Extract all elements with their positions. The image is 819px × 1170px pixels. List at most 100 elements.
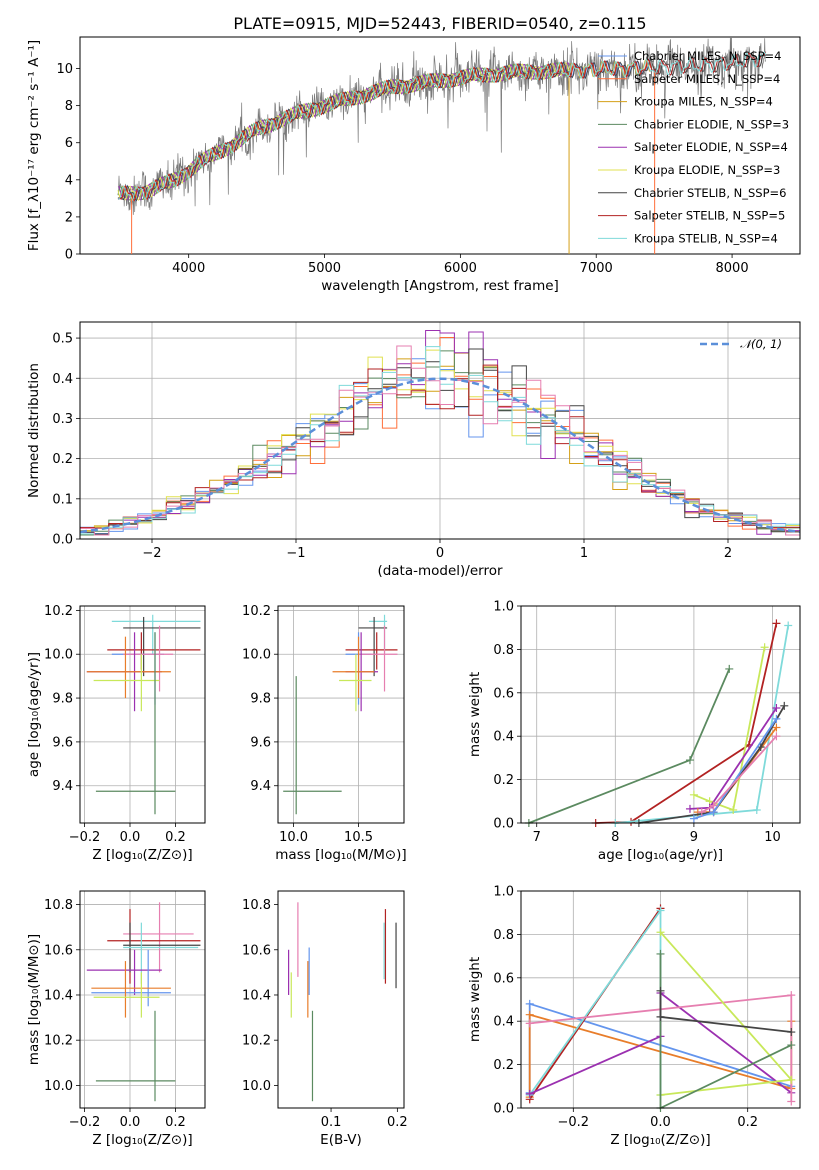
- y-tick-label: 0.8: [493, 643, 514, 658]
- series-marker: [656, 1012, 665, 1021]
- massweight-vs-metallicity-panel: −0.2 0.0 0.2 0.0 0.2 0.4 0.6 0.8 1.0 Z [log₁₀(Z/Z…: [467, 885, 801, 1148]
- y-tick-label: 0.4: [52, 372, 73, 387]
- series-marker: [656, 928, 665, 937]
- x-axis-label: age [log₁₀(age/yr)]: [598, 847, 723, 863]
- age-vs-metallicity-panel: −0.2 0.0 0.2 9.4 9.6 9.8 10.0 10.2 Z [log₁₀(Z/Z⊙…: [26, 604, 206, 863]
- series-marker: [725, 664, 734, 673]
- y-tick-label: 9.6: [250, 735, 271, 750]
- legend-label-chabrier-elodie: Chabrier ELODIE, N_SSP=3: [634, 117, 789, 131]
- legend-label-chabrier-miles: Chabrier MILES, N_SSP=4: [634, 49, 781, 63]
- age-vs-mass-panel: 10.0 10.5 9.4 9.6 9.8 10.0 10.2 mass [log₁₀(M/M…: [242, 604, 407, 863]
- series-line: [528, 668, 731, 824]
- x-tick-label: 0.2: [387, 1115, 408, 1130]
- series-marker: [656, 986, 665, 995]
- y-tick-label: 10.6: [242, 943, 271, 958]
- series-marker: [787, 1075, 796, 1084]
- y-tick-label: 0.0: [493, 1102, 514, 1117]
- x-tick-label: −2: [142, 546, 161, 561]
- y-tick-label: 1.0: [493, 885, 514, 900]
- x-axis-label: Z [log₁₀(Z/Z⊙)]: [610, 1132, 710, 1148]
- y-tick-label: 0.3: [52, 412, 73, 427]
- y-tick-label: 10.2: [242, 604, 271, 619]
- y-tick-label: 10: [56, 62, 73, 77]
- y-tick-label: 0.0: [52, 533, 73, 548]
- x-axis-label: mass [log₁₀(M/M⊙)]: [275, 847, 406, 863]
- histogram-step-line: [80, 345, 800, 536]
- y-tick-label: 0: [65, 248, 73, 263]
- series-marker: [780, 701, 789, 710]
- x-tick-label: −0.2: [69, 830, 101, 845]
- y-axis-label: Normed distribution: [26, 363, 42, 498]
- series-marker: [729, 805, 738, 814]
- spectrum-model-line: [117, 51, 767, 202]
- x-tick-label: 10.5: [344, 830, 373, 845]
- y-tick-label: 10.8: [242, 898, 271, 913]
- axes-frame: [79, 321, 801, 540]
- x-axis-label: E(B-V): [320, 1132, 362, 1148]
- legend-label-kroupa-elodie: Kroupa ELODIE, N_SSP=3: [634, 163, 780, 177]
- x-tick-label: 0: [436, 546, 444, 561]
- y-tick-label: 9.4: [250, 779, 271, 794]
- legend-label-chabrier-stelib: Chabrier STELIB, N_SSP=6: [634, 186, 786, 200]
- x-tick-label: −1: [286, 546, 305, 561]
- legend-label-salpeter-elodie: Salpeter ELODIE, N_SSP=4: [634, 140, 788, 154]
- y-tick-label: 9.8: [52, 692, 73, 707]
- x-tick-label: 0.2: [165, 1115, 186, 1130]
- y-tick-label: 0.1: [52, 492, 73, 507]
- series-marker: [525, 1010, 534, 1019]
- mass-vs-ebv-panel: 0.1 0.2 10.0 10.2 10.4 10.6 10.8 E(B-V): [242, 890, 408, 1148]
- x-tick-label: 1: [580, 546, 588, 561]
- series-marker: [656, 906, 665, 915]
- x-tick-label: 0.2: [737, 1115, 758, 1130]
- series-marker: [772, 703, 781, 712]
- spectrum-model-line: [117, 61, 570, 201]
- series-marker: [772, 723, 781, 732]
- x-tick-label: −0.2: [558, 1115, 590, 1130]
- histogram-step-line: [80, 346, 800, 536]
- y-tick-label: 10.2: [242, 1034, 271, 1049]
- x-tick-label: 0.0: [120, 1115, 141, 1130]
- x-tick-label: 8000: [716, 261, 749, 276]
- y-tick-label: 8: [65, 99, 73, 114]
- legend-label-kroupa-stelib: Kroupa STELIB, N_SSP=4: [634, 231, 778, 245]
- y-tick-label: 9.6: [52, 735, 73, 750]
- x-tick-label: 0.1: [321, 1115, 342, 1130]
- series-marker: [689, 814, 698, 823]
- y-tick-label: 0.2: [52, 452, 73, 467]
- axes-frame: [79, 36, 801, 255]
- series-line: [659, 953, 792, 1110]
- legend-label-kroupa-miles: Kroupa MILES, N_SSP=4: [634, 95, 773, 109]
- x-tick-label: 10.0: [279, 830, 308, 845]
- y-tick-label: 10.8: [44, 898, 73, 913]
- series-marker: [787, 991, 796, 1000]
- series-marker: [685, 804, 694, 813]
- y-tick-label: 0.6: [493, 971, 514, 986]
- y-axis-label: mass [log₁₀(M/M⊙)]: [26, 934, 42, 1065]
- y-axis-label: age [log₁₀(age/yr)]: [26, 652, 42, 777]
- y-tick-label: 10.0: [44, 1079, 73, 1094]
- spectrum-legend: Chabrier MILES, N_SSP=4 Salpeter MILES, N…: [598, 49, 789, 245]
- residuals-panel: −2 −1 0 1 2 0.0 0.1 0.2 0.3 0.4 0.5 𝒩(0, 1) (data-mo…: [26, 321, 801, 579]
- y-tick-label: 2: [65, 210, 73, 225]
- x-tick-label: 2: [724, 546, 732, 561]
- axes-frame: [277, 605, 405, 824]
- x-tick-label: −0.2: [69, 1115, 101, 1130]
- y-tick-label: 6: [65, 136, 73, 151]
- y-tick-label: 10.6: [44, 943, 73, 958]
- series-marker: [787, 1041, 796, 1050]
- x-axis-label: (data-model)/error: [377, 563, 503, 579]
- series-marker: [689, 790, 698, 799]
- y-tick-label: 10.2: [44, 1034, 73, 1049]
- y-axis-label: mass weight: [467, 672, 483, 757]
- y-tick-label: 0.2: [493, 773, 514, 788]
- series-marker: [787, 1097, 796, 1106]
- y-tick-label: 0.4: [493, 1015, 514, 1030]
- x-tick-label: 5000: [308, 261, 341, 276]
- legend-label-salpeter-stelib: Salpeter STELIB, N_SSP=5: [634, 209, 785, 223]
- y-tick-label: 0.4: [493, 730, 514, 745]
- axes-frame: [520, 605, 801, 824]
- y-tick-label: 10.2: [44, 604, 73, 619]
- axes-frame: [520, 890, 801, 1109]
- series-marker: [787, 1028, 796, 1037]
- series-marker: [525, 999, 534, 1008]
